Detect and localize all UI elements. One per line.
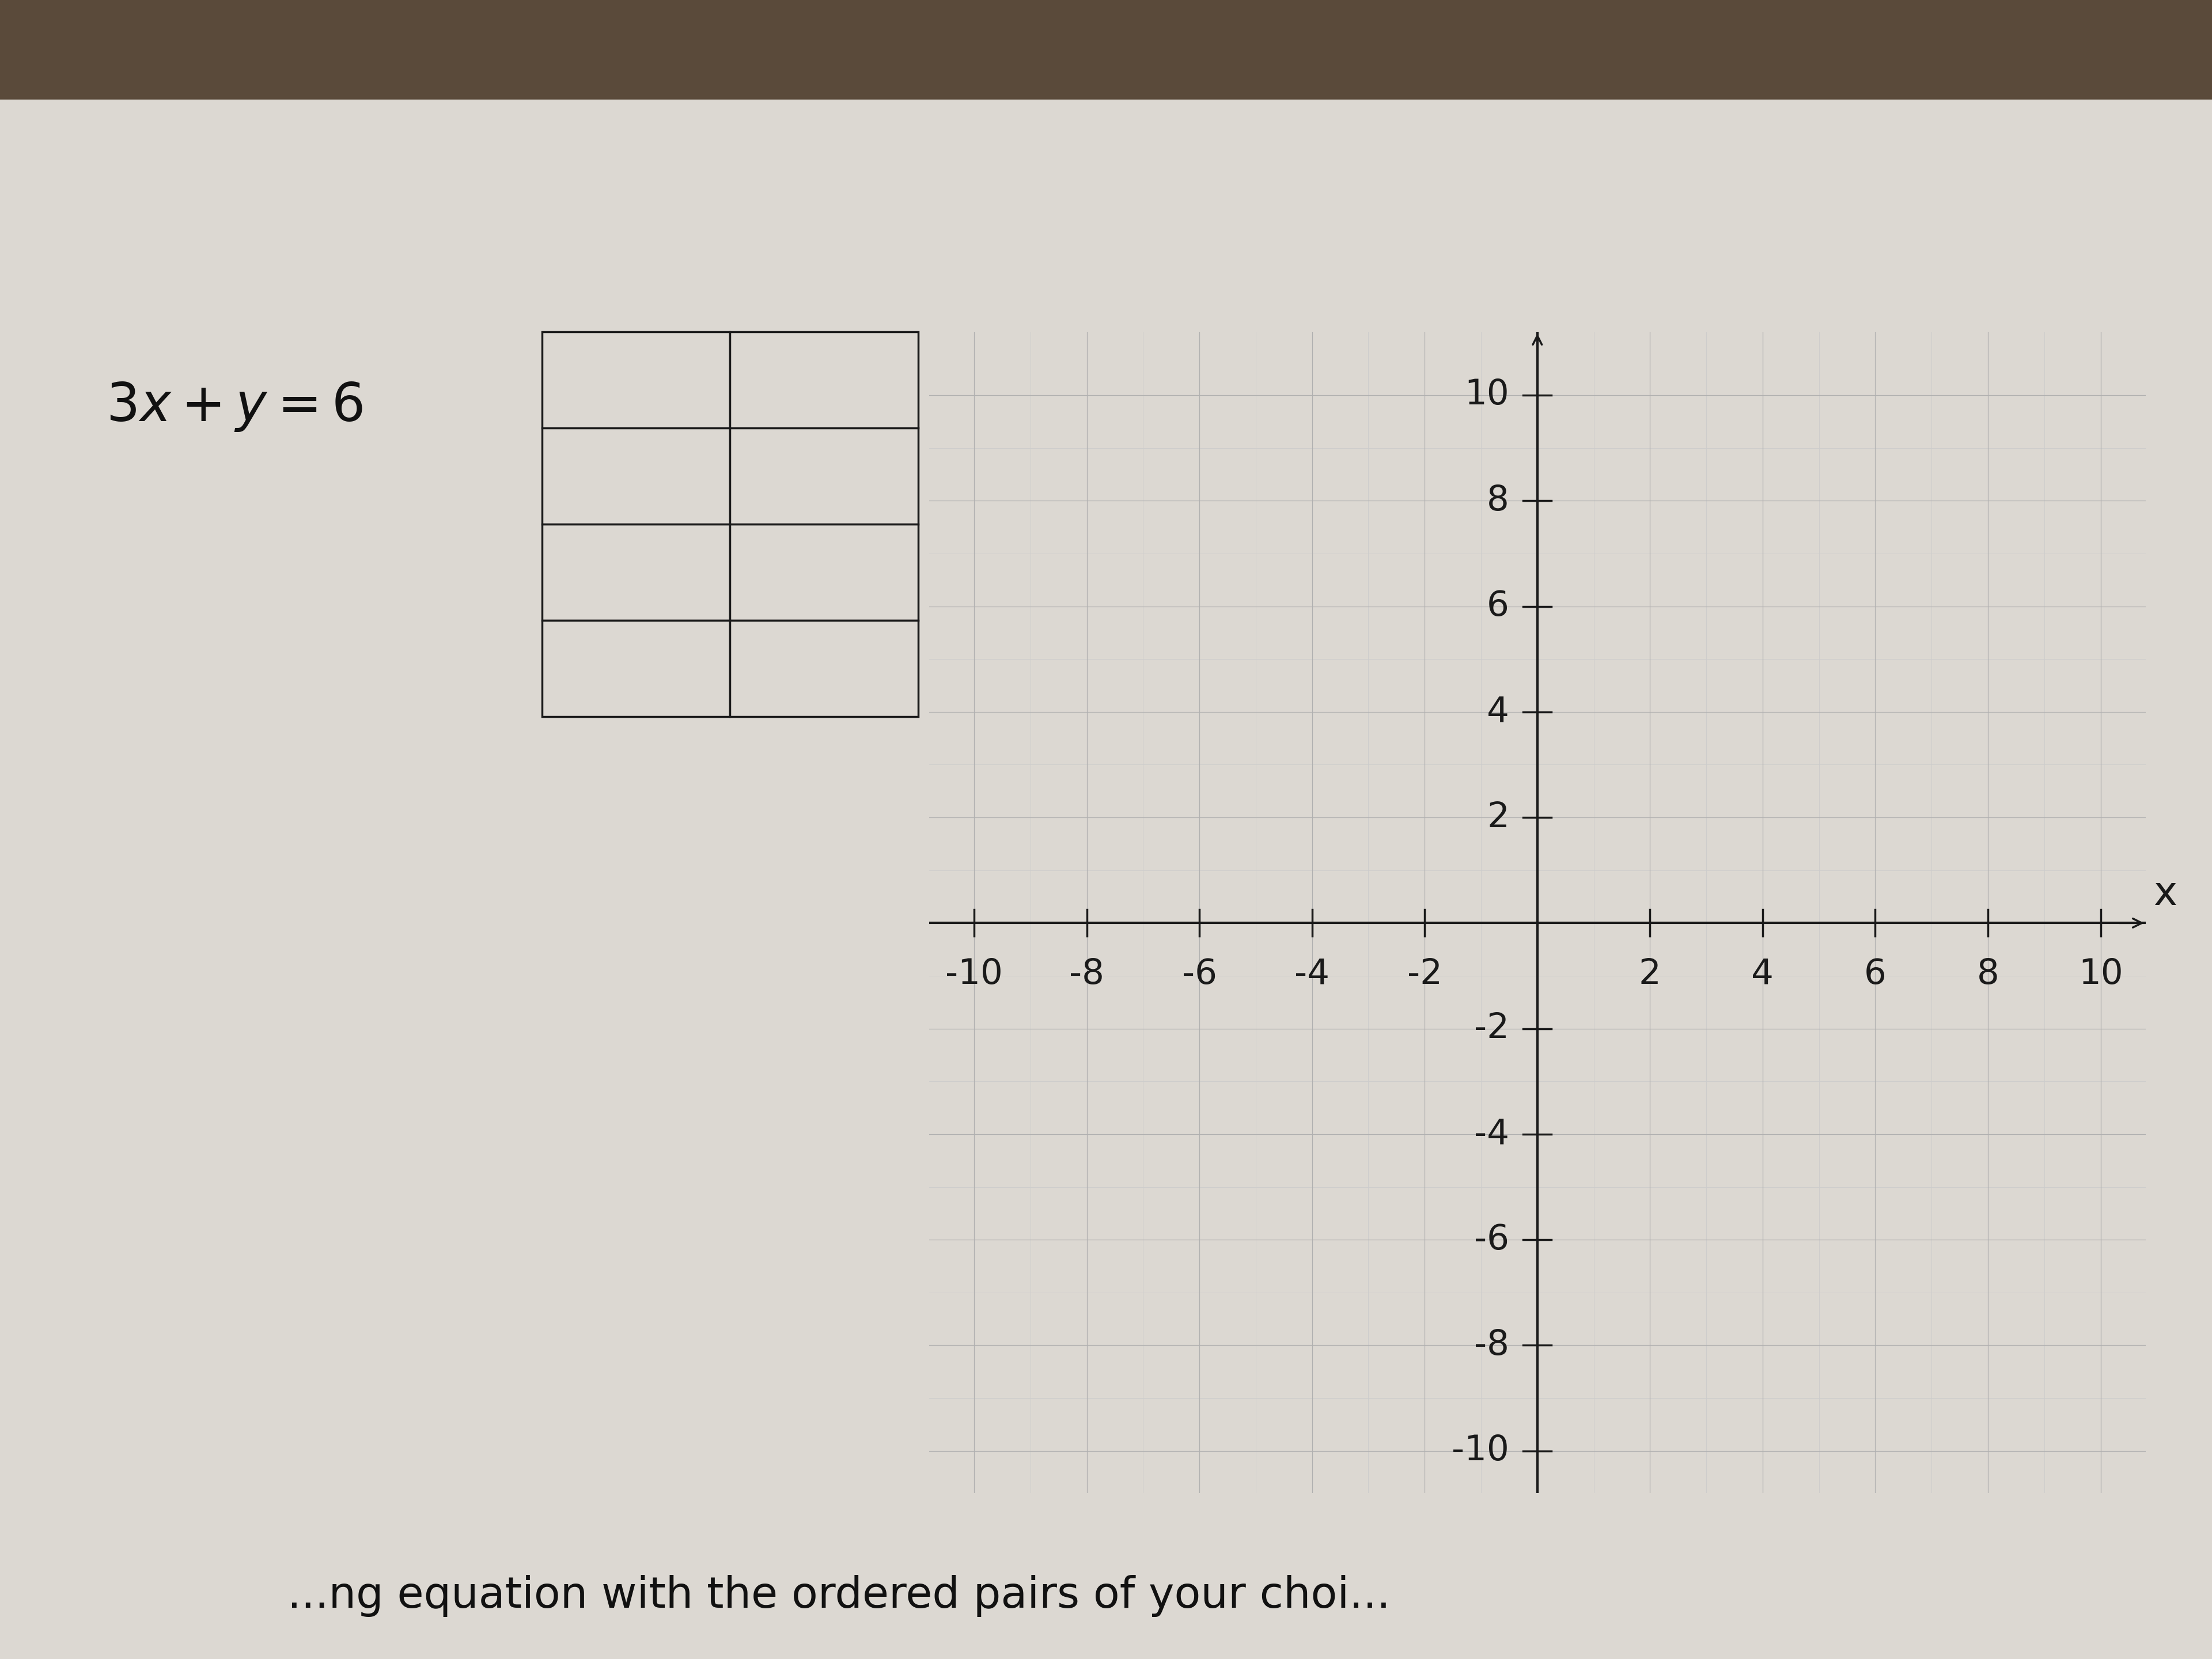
Text: 0: 0 (622, 453, 650, 499)
Text: -4: -4 (1473, 1117, 1509, 1151)
Text: x: x (2154, 874, 2179, 912)
Text: 10: 10 (1464, 378, 1509, 411)
Text: 3: 3 (810, 645, 838, 692)
Text: -10: -10 (1451, 1433, 1509, 1468)
Text: 1.  Complete the table of the ordered pairs and graph the equation.: 1. Complete the table of the ordered pai… (60, 264, 1905, 317)
Text: 4: 4 (1752, 957, 1774, 992)
Text: 4: 4 (1486, 695, 1509, 728)
Text: -4: -4 (1294, 957, 1329, 992)
Text: x: x (622, 357, 650, 403)
Text: -10: -10 (945, 957, 1002, 992)
Text: -2: -2 (1473, 1012, 1509, 1045)
Text: $3x + y = 6$: $3x + y = 6$ (106, 380, 363, 433)
Text: y: y (810, 357, 838, 403)
Text: 2: 2 (1486, 800, 1509, 834)
Text: 8: 8 (1978, 957, 2000, 992)
Text: 0: 0 (810, 549, 838, 596)
Text: -8: -8 (1473, 1329, 1509, 1362)
Text: -2: -2 (1407, 957, 1442, 992)
Text: 6: 6 (1865, 957, 1887, 992)
Text: y: y (1557, 290, 1579, 328)
Text: 8: 8 (1486, 484, 1509, 518)
Text: -6: -6 (1181, 957, 1217, 992)
Text: ...ng equation with the ordered pairs of your choi...: ...ng equation with the ordered pairs of… (288, 1574, 1391, 1618)
Text: -6: -6 (1473, 1223, 1509, 1258)
Text: 10: 10 (2079, 957, 2124, 992)
Text: 6: 6 (1486, 589, 1509, 624)
Text: 2: 2 (1639, 957, 1661, 992)
Text: -8: -8 (1068, 957, 1104, 992)
